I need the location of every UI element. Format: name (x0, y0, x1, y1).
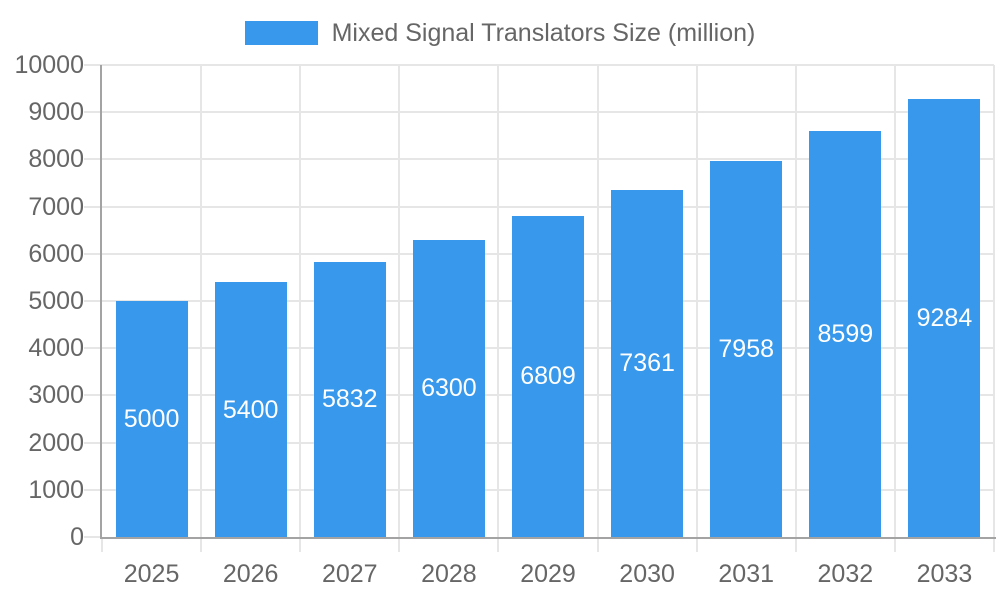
y-axis-tick-label: 2000 (28, 428, 84, 457)
y-axis-tick (84, 536, 102, 538)
bar-2026[interactable] (214, 282, 287, 537)
gridline-vertical (893, 65, 896, 537)
bar-value-label: 5832 (321, 385, 378, 414)
bar-value-label: 9284 (916, 303, 973, 332)
x-axis-line (100, 537, 996, 539)
gridline-vertical (596, 65, 599, 537)
gridline-vertical (299, 65, 302, 537)
legend-label: Mixed Signal Translators Size (million) (331, 19, 756, 47)
y-axis-tick (84, 158, 102, 161)
legend-item[interactable]: Mixed Signal Translators Size (million) (0, 18, 1000, 48)
x-axis-tick-label: 2033 (916, 560, 973, 588)
y-axis-line (100, 65, 102, 539)
y-axis-tick-label: 1000 (28, 475, 84, 504)
y-axis-tick (84, 252, 102, 255)
x-axis-tick-label: 2027 (321, 560, 378, 588)
gridline-vertical (993, 65, 995, 537)
y-axis-tick-label: 0 (70, 523, 84, 551)
y-axis-tick-label: 10000 (14, 51, 84, 79)
y-axis-tick (84, 111, 102, 114)
bar-value-label: 7361 (619, 349, 675, 378)
legend-swatch-icon (244, 21, 318, 45)
x-axis-tick (497, 537, 500, 552)
gridline-horizontal (102, 205, 994, 208)
x-axis-tick (101, 537, 103, 552)
gridline-vertical (497, 65, 500, 537)
gridline-vertical (398, 65, 401, 537)
bar-2028[interactable] (412, 239, 485, 537)
y-axis-tick-label: 3000 (28, 381, 84, 410)
gridline-vertical (695, 65, 698, 537)
bar-value-label: 5000 (123, 405, 180, 433)
y-axis-tick (84, 441, 102, 444)
x-axis-tick-label: 2025 (123, 560, 180, 588)
bar-2030[interactable] (611, 189, 684, 537)
gridline-vertical (794, 65, 797, 537)
y-axis-tick (84, 394, 102, 397)
bar-2033[interactable] (908, 98, 981, 537)
y-axis-tick (84, 205, 102, 208)
y-axis-tick (84, 488, 102, 491)
y-axis-tick-label: 8000 (28, 145, 84, 174)
gridline-horizontal (102, 158, 994, 161)
bar-2032[interactable] (809, 131, 882, 537)
y-axis-tick-label: 4000 (28, 334, 84, 363)
gridline-vertical (200, 65, 203, 537)
x-axis-tick (695, 537, 698, 552)
x-axis-tick (794, 537, 797, 552)
x-axis-tick (398, 537, 401, 552)
y-axis-tick-label: 5000 (28, 287, 84, 315)
x-axis-tick (993, 537, 995, 552)
bar-value-label: 8599 (817, 320, 874, 349)
y-axis-tick (84, 300, 102, 302)
y-axis-tick-label: 9000 (28, 98, 84, 127)
y-axis-tick (84, 347, 102, 350)
x-axis-tick-label: 2032 (817, 560, 874, 588)
bar-value-label: 5400 (222, 395, 279, 424)
gridline-horizontal (102, 64, 994, 66)
x-axis-tick-label: 2030 (619, 560, 675, 588)
x-axis-tick-label: 2026 (222, 560, 279, 588)
bar-2027[interactable] (313, 261, 386, 537)
y-axis-tick-label: 7000 (28, 192, 84, 221)
bar-value-label: 6300 (421, 374, 477, 403)
x-axis-tick-label: 2029 (520, 560, 576, 588)
x-axis-tick (596, 537, 599, 552)
x-axis-tick-label: 2028 (421, 560, 477, 588)
x-axis-tick (200, 537, 203, 552)
bar-value-label: 6809 (520, 362, 576, 391)
y-axis-tick (84, 64, 102, 66)
gridline-horizontal (102, 111, 994, 114)
y-axis-tick-label: 6000 (28, 239, 84, 268)
x-axis-tick (299, 537, 302, 552)
bar-value-label: 7958 (718, 335, 775, 364)
bar-2029[interactable] (512, 215, 584, 537)
x-axis-tick-label: 2031 (718, 560, 775, 588)
bar-2031[interactable] (710, 161, 783, 537)
bar-2025[interactable] (115, 301, 188, 537)
x-axis-tick (893, 537, 896, 552)
